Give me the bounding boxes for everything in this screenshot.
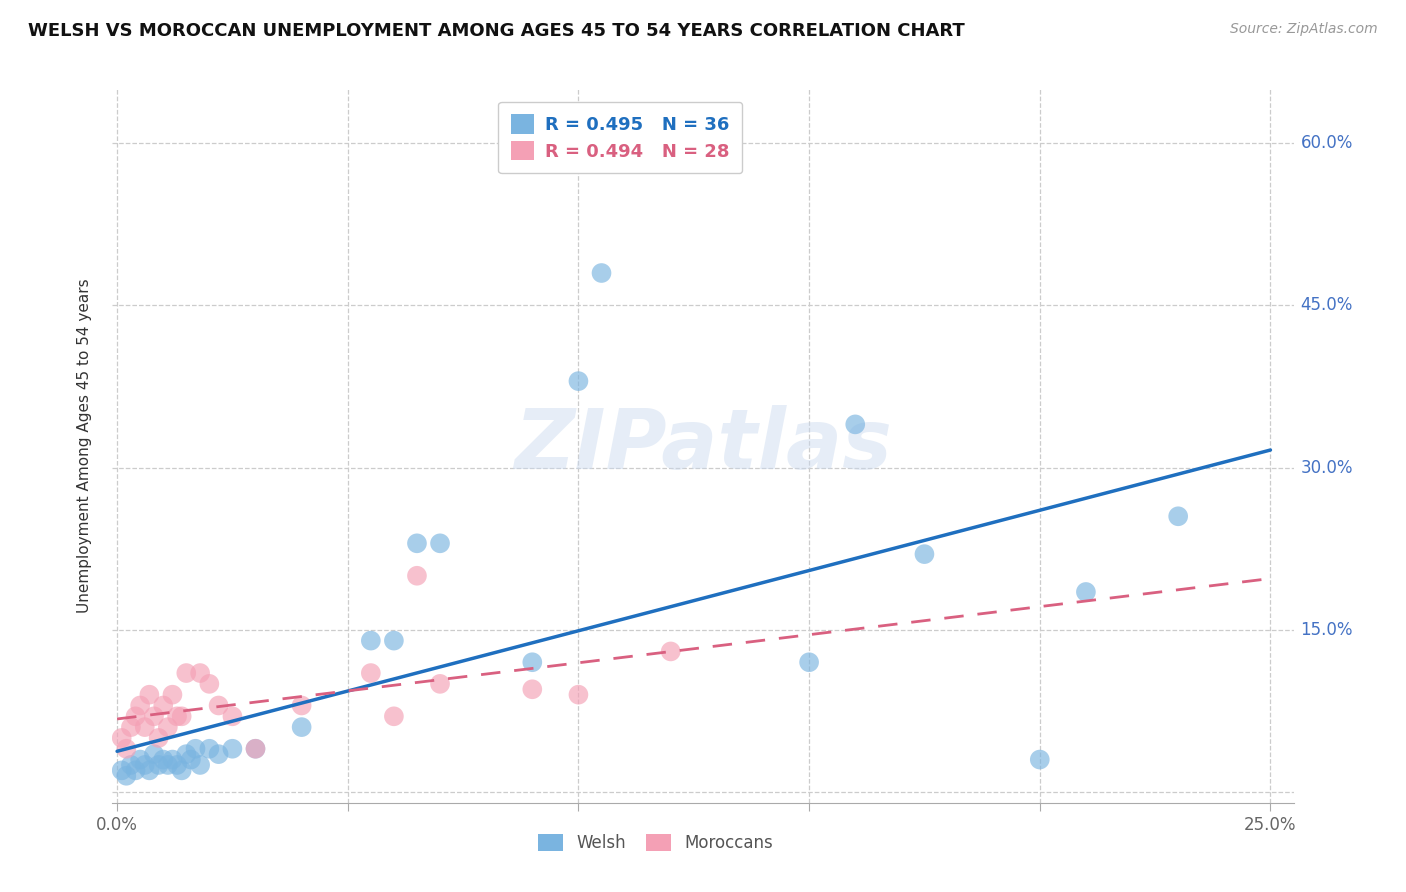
- Point: [1029, 753, 1052, 767]
- Point: [221, 709, 243, 723]
- Point: [111, 731, 134, 745]
- Point: [162, 753, 184, 767]
- Point: [143, 747, 166, 761]
- Point: [382, 709, 405, 723]
- Text: ZIPatlas: ZIPatlas: [515, 406, 891, 486]
- Point: [291, 720, 314, 734]
- Point: [111, 764, 134, 778]
- Point: [406, 568, 429, 582]
- Text: 60.0%: 60.0%: [1301, 135, 1353, 153]
- Point: [134, 720, 156, 734]
- Point: [170, 764, 193, 778]
- Point: [166, 758, 188, 772]
- Point: [174, 747, 197, 761]
- Point: [156, 720, 179, 734]
- Point: [429, 677, 451, 691]
- Text: 30.0%: 30.0%: [1301, 458, 1353, 476]
- Point: [221, 741, 243, 756]
- Point: [360, 633, 382, 648]
- Point: [115, 769, 138, 783]
- Point: [914, 547, 936, 561]
- Point: [207, 747, 229, 761]
- Text: Source: ZipAtlas.com: Source: ZipAtlas.com: [1230, 22, 1378, 37]
- Point: [134, 758, 156, 772]
- Point: [1167, 509, 1189, 524]
- Point: [166, 709, 188, 723]
- Point: [156, 758, 179, 772]
- Point: [174, 666, 197, 681]
- Point: [429, 536, 451, 550]
- Point: [143, 709, 166, 723]
- Point: [124, 709, 146, 723]
- Point: [567, 374, 589, 388]
- Point: [382, 633, 405, 648]
- Point: [148, 758, 170, 772]
- Point: [844, 417, 866, 432]
- Point: [198, 741, 221, 756]
- Point: [120, 720, 142, 734]
- Point: [659, 644, 682, 658]
- Point: [170, 709, 193, 723]
- Point: [198, 677, 221, 691]
- Point: [120, 758, 142, 772]
- Point: [522, 655, 544, 669]
- Point: [184, 741, 207, 756]
- Point: [567, 688, 589, 702]
- Point: [152, 698, 174, 713]
- Point: [188, 758, 211, 772]
- Legend: Welsh, Moroccans: Welsh, Moroccans: [531, 827, 780, 859]
- Point: [129, 753, 152, 767]
- Text: 45.0%: 45.0%: [1301, 296, 1353, 315]
- Point: [591, 266, 613, 280]
- Text: 15.0%: 15.0%: [1301, 621, 1353, 639]
- Y-axis label: Unemployment Among Ages 45 to 54 years: Unemployment Among Ages 45 to 54 years: [77, 278, 91, 614]
- Point: [138, 764, 160, 778]
- Point: [245, 741, 267, 756]
- Point: [188, 666, 211, 681]
- Point: [148, 731, 170, 745]
- Point: [291, 698, 314, 713]
- Point: [138, 688, 160, 702]
- Point: [180, 753, 202, 767]
- Point: [115, 741, 138, 756]
- Point: [162, 688, 184, 702]
- Point: [797, 655, 820, 669]
- Point: [245, 741, 267, 756]
- Text: WELSH VS MOROCCAN UNEMPLOYMENT AMONG AGES 45 TO 54 YEARS CORRELATION CHART: WELSH VS MOROCCAN UNEMPLOYMENT AMONG AGE…: [28, 22, 965, 40]
- Point: [129, 698, 152, 713]
- Point: [1074, 585, 1097, 599]
- Point: [360, 666, 382, 681]
- Point: [207, 698, 229, 713]
- Point: [124, 764, 146, 778]
- Point: [406, 536, 429, 550]
- Point: [522, 682, 544, 697]
- Point: [152, 753, 174, 767]
